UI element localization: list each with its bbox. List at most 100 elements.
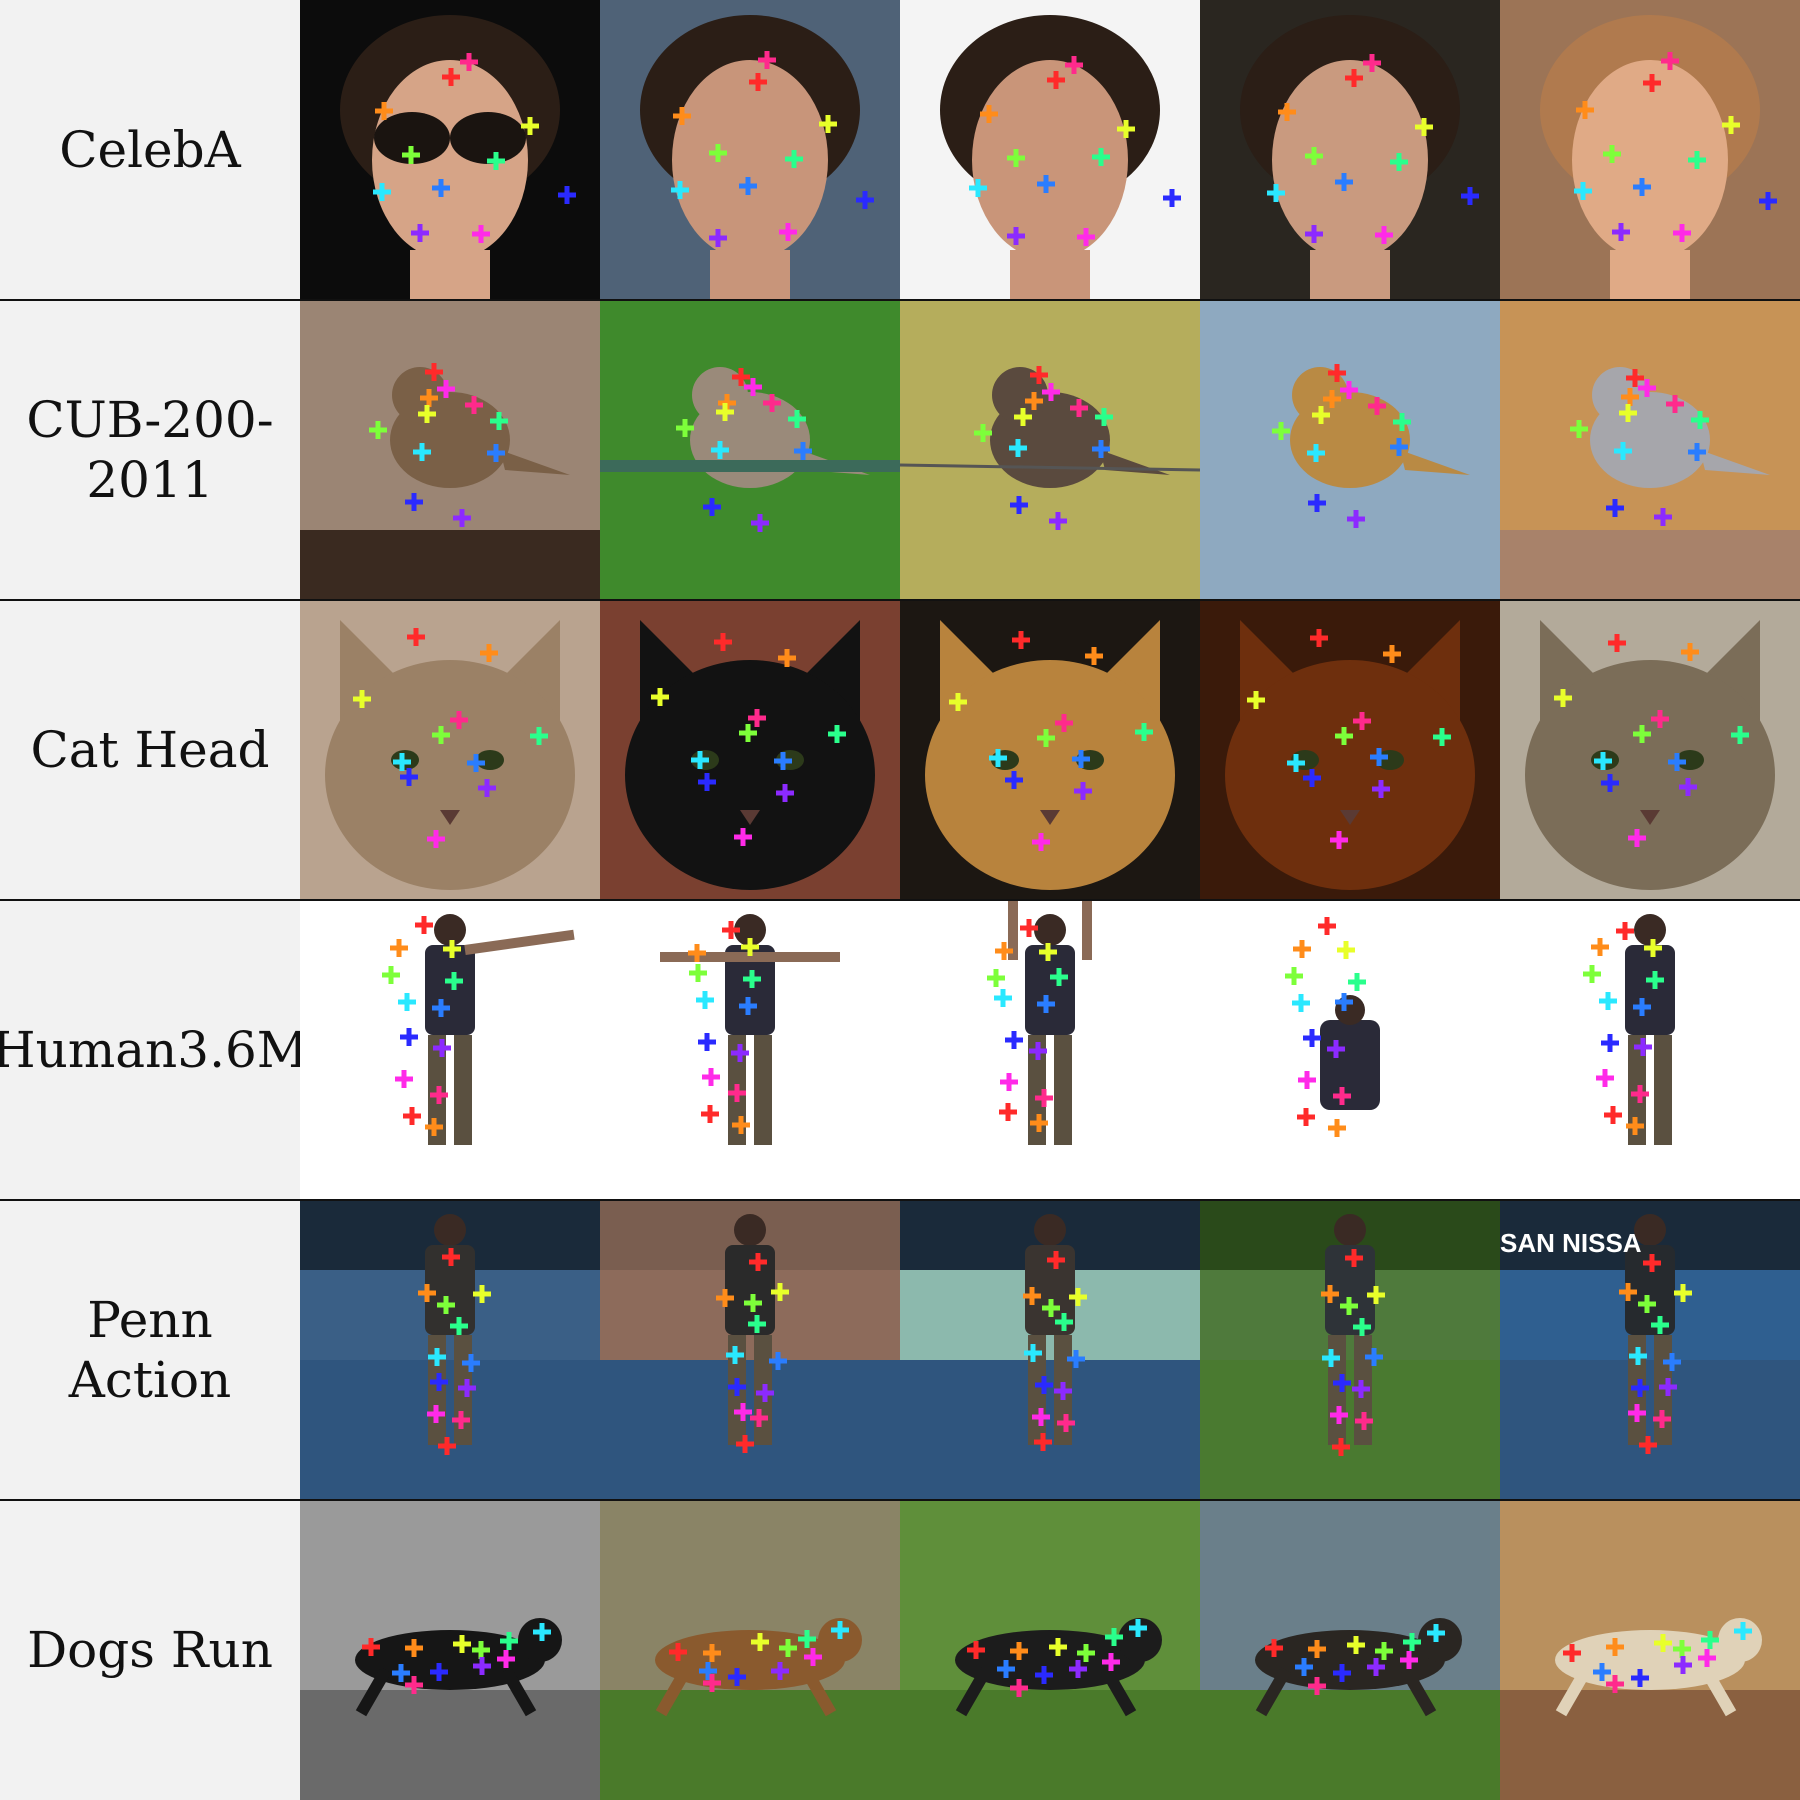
- keypoint-marker: [1327, 1040, 1345, 1058]
- keypoint-marker: [741, 938, 759, 956]
- keypoint-marker: [1000, 1073, 1018, 1091]
- keypoint-marker: [1621, 388, 1639, 406]
- keypoint-marker: [362, 1638, 380, 1656]
- thumbnail-image: [300, 600, 600, 900]
- keypoint-marker: [442, 1248, 460, 1266]
- person-torso: [725, 945, 775, 1035]
- row-label: Cat Head: [0, 600, 300, 900]
- keypoint-marker: [395, 1070, 413, 1088]
- ground-band: [600, 1690, 900, 1800]
- row-label: CelebA: [0, 0, 300, 300]
- row-label-text: Human3.6M: [0, 1021, 308, 1079]
- keypoint-marker: [771, 1283, 789, 1301]
- keypoint-marker: [1345, 69, 1363, 87]
- keypoint-marker: [1629, 1347, 1647, 1365]
- bird-tail: [1700, 450, 1770, 475]
- keypoint-marker: [1308, 494, 1326, 512]
- keypoint-marker: [1328, 1119, 1346, 1137]
- keypoint-marker: [405, 1639, 423, 1657]
- thumbnail-image: [600, 300, 900, 600]
- keypoint-marker: [420, 389, 438, 407]
- thumbnail-image: [600, 1500, 900, 1800]
- keypoint-marker: [1601, 774, 1619, 792]
- thumbnail-image: [1200, 0, 1500, 300]
- keypoint-marker: [462, 1354, 480, 1372]
- keypoint-marker: [1731, 726, 1749, 744]
- keypoint-marker: [828, 725, 846, 743]
- person-arm-up-right: [1082, 900, 1092, 960]
- keypoint-marker: [751, 514, 769, 532]
- keypoint-marker: [1646, 971, 1664, 989]
- thumbnail-image: [900, 900, 1200, 1200]
- keypoint-marker: [1759, 192, 1777, 210]
- cat-nose: [740, 810, 760, 825]
- keypoint-marker: [994, 989, 1012, 1007]
- thumbnail-image: [300, 0, 600, 300]
- keypoint-marker: [779, 1639, 797, 1657]
- dog-leg-back: [955, 1667, 992, 1717]
- keypoint-marker: [1095, 408, 1113, 426]
- keypoint-marker: [1691, 411, 1709, 429]
- keypoint-marker: [1427, 1624, 1445, 1642]
- keypoint-marker: [1333, 1087, 1351, 1105]
- thumbnail-woman-dark-hair: [900, 0, 1200, 300]
- keypoint-marker: [1024, 1344, 1042, 1362]
- thumbnail-tabby-cat: [1500, 600, 1800, 900]
- keypoint-marker: [1307, 444, 1325, 462]
- keypoint-marker: [393, 753, 411, 771]
- thumbnail-image: [600, 0, 900, 300]
- keypoint-marker: [734, 828, 752, 846]
- keypoint-marker: [1596, 1069, 1614, 1087]
- thumbnail-image: [600, 900, 900, 1200]
- keypoint-marker: [703, 498, 721, 516]
- keypoint-marker: [1554, 689, 1572, 707]
- keypoint-marker: [1631, 1085, 1649, 1103]
- keypoint-marker: [1303, 769, 1321, 787]
- keypoint-marker: [1135, 723, 1153, 741]
- keypoint-marker: [415, 916, 433, 934]
- keypoint-marker: [1433, 728, 1451, 746]
- keypoint-marker: [1312, 406, 1330, 424]
- ground-band: [900, 1690, 1200, 1800]
- person-leg-right: [454, 1035, 472, 1145]
- person-head: [1334, 1214, 1366, 1246]
- thumbnail-shrike-on-rock: [1500, 300, 1800, 600]
- keypoint-marker: [487, 444, 505, 462]
- keypoint-marker: [1631, 1379, 1649, 1397]
- keypoint-marker: [1415, 118, 1433, 136]
- keypoint-marker: [1594, 752, 1612, 770]
- keypoint-marker: [445, 972, 463, 990]
- cat-head-shape: [925, 660, 1175, 890]
- keypoint-marker: [756, 1384, 774, 1402]
- ground-band: [300, 1690, 600, 1800]
- keypoint-marker: [1674, 1656, 1692, 1674]
- dog-head: [1718, 1618, 1762, 1662]
- keypoint-marker: [1069, 1288, 1087, 1306]
- keypoint-marker: [1335, 727, 1353, 745]
- keypoint-marker: [398, 993, 416, 1011]
- thumbnail-image: [1500, 1500, 1800, 1800]
- keypoint-marker: [1010, 1679, 1028, 1697]
- neck-shape: [410, 250, 490, 300]
- keypoint-marker: [758, 51, 776, 69]
- keypoint-marker: [428, 1348, 446, 1366]
- keypoint-marker: [995, 942, 1013, 960]
- keypoint-marker: [1340, 381, 1358, 399]
- keypoint-marker: [1323, 390, 1341, 408]
- keypoint-marker: [1337, 941, 1355, 959]
- keypoint-marker: [1638, 1295, 1656, 1313]
- keypoint-marker: [1305, 225, 1323, 243]
- ground-band: [600, 1360, 900, 1500]
- keypoint-marker: [1370, 748, 1388, 766]
- keypoint-marker: [1668, 753, 1686, 771]
- keypoint-marker: [794, 442, 812, 460]
- thumbnail-dog-agility-jump: [1200, 1500, 1500, 1800]
- ground-band: [1500, 530, 1800, 600]
- keypoint-marker: [418, 1284, 436, 1302]
- keypoint-marker: [748, 709, 766, 727]
- keypoint-marker: [989, 749, 1007, 767]
- person-arms-horizontal: [660, 952, 840, 962]
- thumbnail-bunting-on-stem: [1200, 300, 1500, 600]
- keypoint-marker: [732, 368, 750, 386]
